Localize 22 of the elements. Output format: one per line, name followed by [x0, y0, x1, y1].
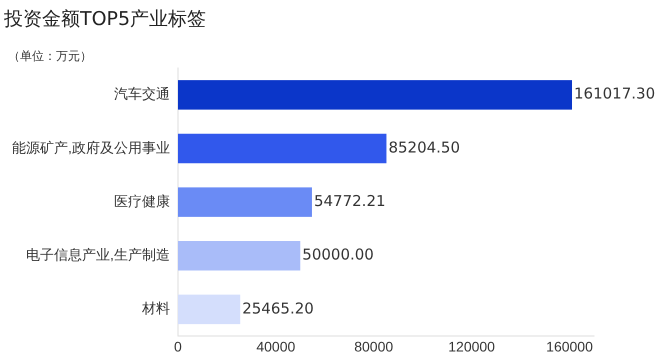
data-label: 50000.00	[302, 246, 374, 264]
data-label: 25465.20	[242, 299, 314, 318]
data-label: 85204.50	[388, 138, 460, 156]
bar	[178, 134, 386, 164]
y-tick-label: 医疗健康	[114, 192, 170, 209]
bar	[178, 294, 240, 324]
x-tick-label: 160000	[546, 338, 594, 354]
bar	[178, 240, 300, 270]
chart-title: 投资金额TOP5产业标签	[4, 7, 206, 32]
x-tick-label: 40000	[256, 338, 296, 354]
y-tick-label: 能源矿产,政府及公用事业	[12, 139, 170, 156]
data-label: 161017.30	[574, 84, 656, 103]
bar	[178, 187, 312, 217]
y-tick-label: 电子信息产业,生产制造	[26, 246, 170, 263]
x-tick-label: 120000	[448, 338, 496, 354]
text: （单位：万元）	[8, 48, 92, 65]
x-tick-label: 80000	[354, 338, 394, 354]
bar	[178, 80, 572, 110]
data-label: 54772.21	[314, 192, 386, 210]
y-tick-label: 汽车交通	[114, 86, 170, 102]
x-tick-label: 0	[174, 338, 182, 354]
y-tick-label: 材料	[140, 300, 170, 316]
